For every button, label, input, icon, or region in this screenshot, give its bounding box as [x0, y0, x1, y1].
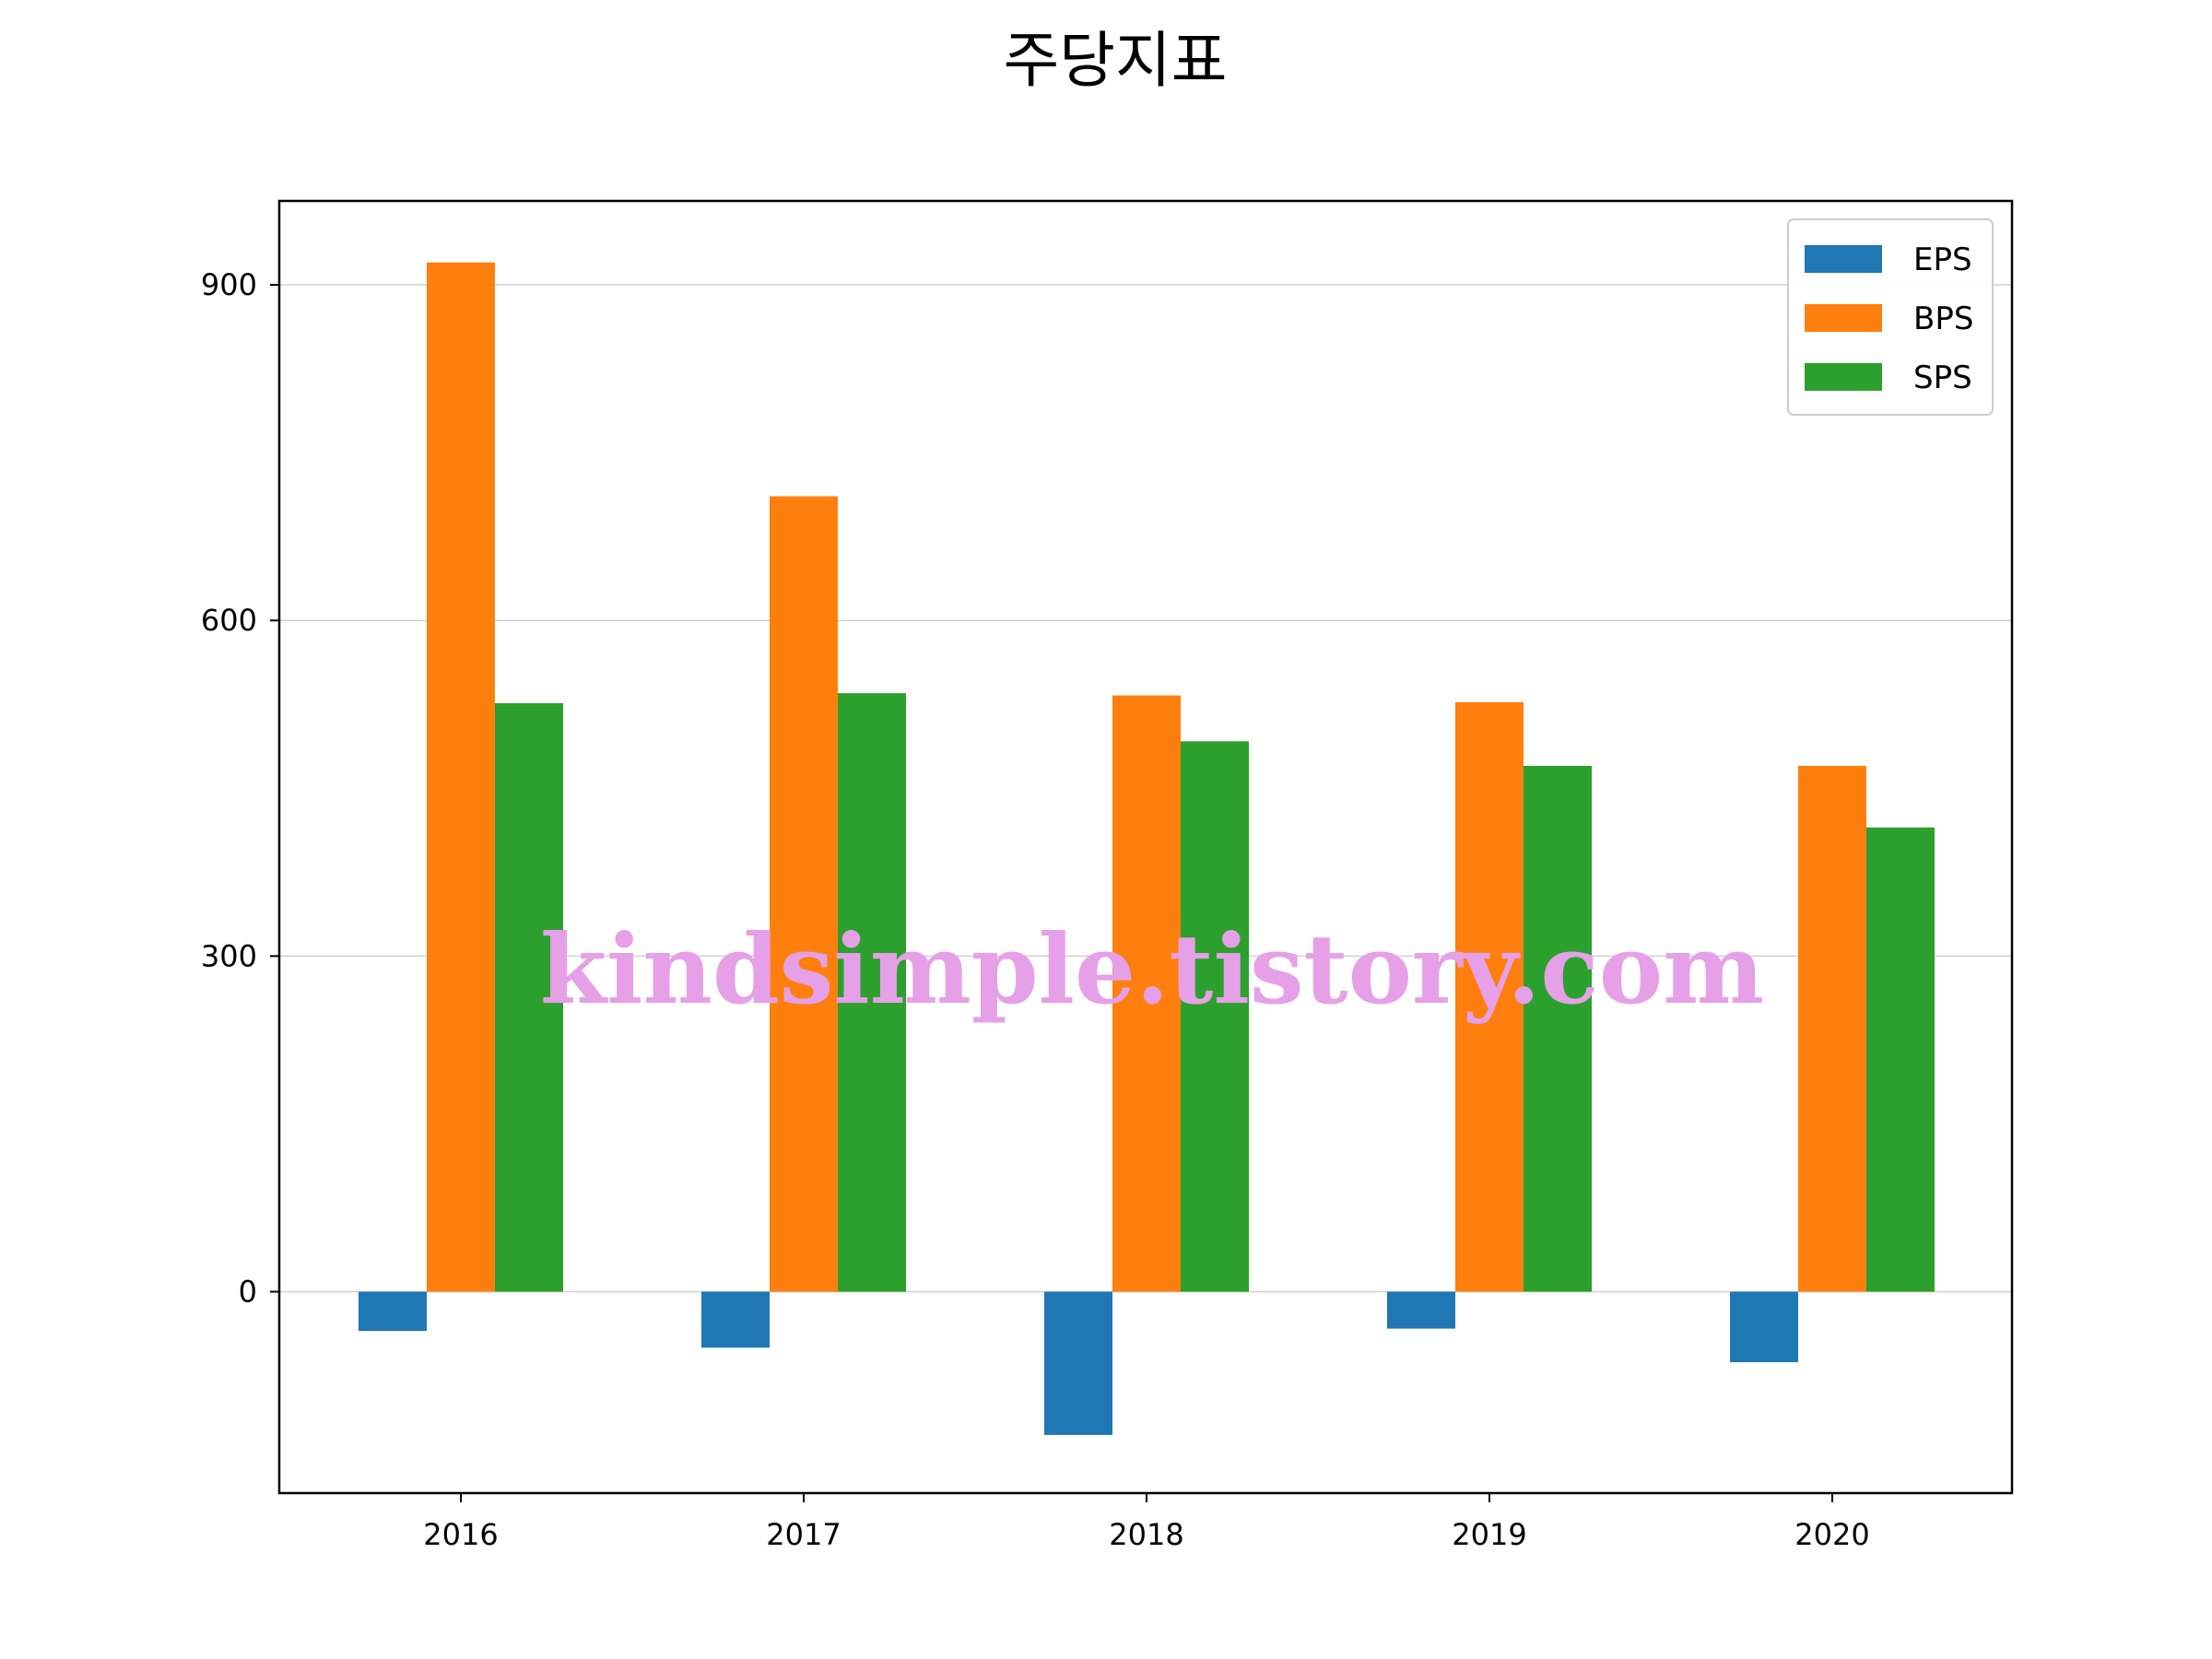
x-tick-label: 2019 [1452, 1517, 1526, 1552]
legend-label-eps: EPS [1913, 241, 1972, 278]
legend-swatch-eps [1805, 245, 1882, 273]
legend-swatch-sps [1805, 363, 1882, 391]
legend: EPS BPS SPS [1787, 218, 1994, 416]
bar-bps-2018 [1112, 695, 1181, 1292]
bar-eps-2016 [359, 1291, 427, 1331]
watermark: kindsimple.tistory.com [540, 912, 1764, 1026]
y-axis: 0 300 600 900 [201, 267, 279, 1310]
bar-sps-2016 [495, 703, 563, 1292]
chart-title: 주당지표 [1004, 25, 1228, 96]
bar-bps-2017 [770, 496, 838, 1292]
x-tick-label: 2016 [423, 1517, 498, 1552]
bar-bps-2016 [427, 262, 495, 1292]
legend-label-bps: BPS [1913, 300, 1973, 337]
bars [359, 262, 1935, 1435]
bar-sps-2019 [1524, 765, 1592, 1292]
plot-frame [277, 199, 2014, 1495]
y-tick-label: 0 [239, 1275, 257, 1310]
bar-eps-2020 [1730, 1291, 1798, 1362]
bar-sps-2018 [1181, 741, 1249, 1292]
bar-eps-2017 [701, 1291, 770, 1348]
bar-bps-2020 [1798, 765, 1866, 1292]
bar-eps-2018 [1044, 1291, 1112, 1435]
x-axis: 2016 2017 2018 2019 2020 [423, 1493, 1870, 1552]
bar-sps-2017 [838, 693, 906, 1292]
y-tick-label: 300 [201, 938, 257, 973]
bar-sps-2020 [1866, 827, 1935, 1292]
legend-swatch-bps [1805, 304, 1882, 332]
y-tick-label: 600 [201, 603, 257, 638]
legend-label-sps: SPS [1913, 359, 1972, 396]
y-tick-label: 900 [201, 267, 257, 302]
x-tick-label: 2020 [1794, 1517, 1869, 1552]
x-tick-label: 2017 [766, 1517, 841, 1552]
x-tick-label: 2018 [1109, 1517, 1183, 1552]
bar-eps-2019 [1387, 1291, 1455, 1329]
bar-bps-2019 [1455, 701, 1524, 1292]
